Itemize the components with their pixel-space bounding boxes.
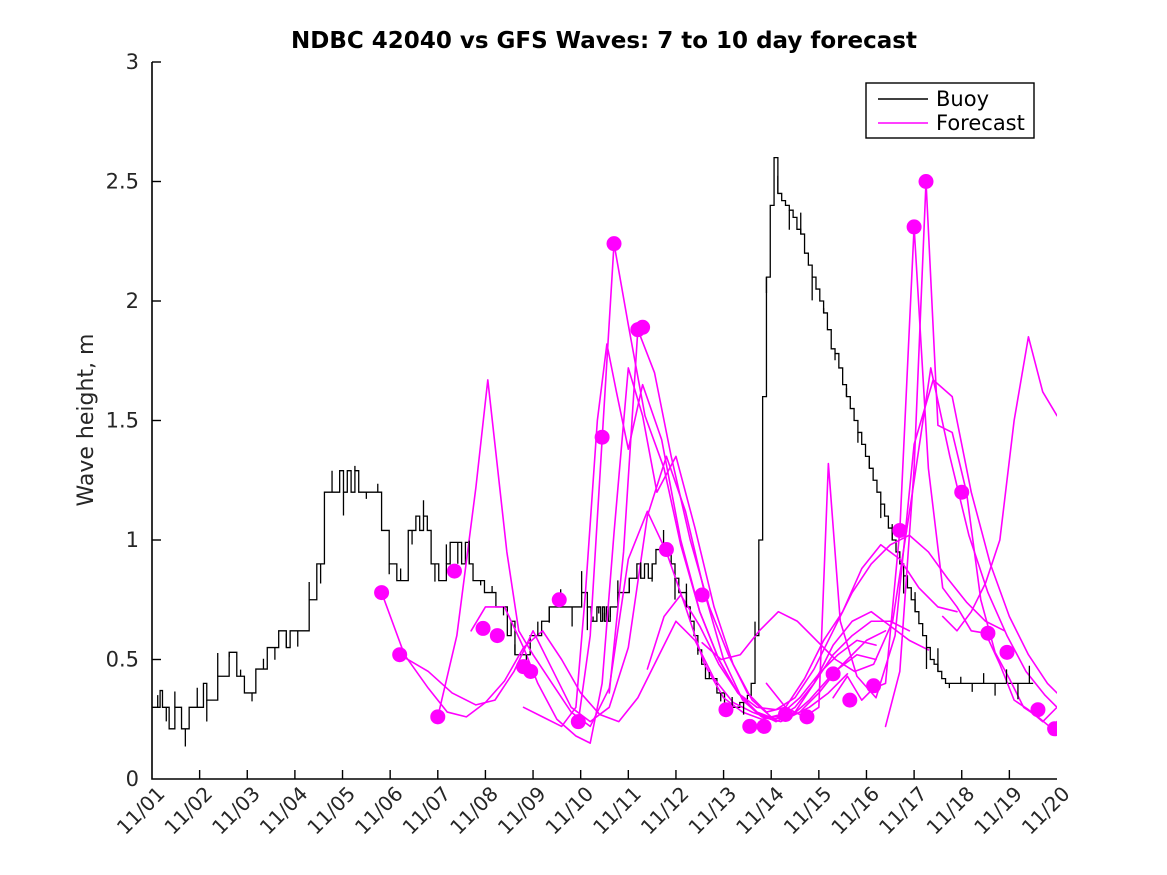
forecast-marker-dot [374, 585, 390, 601]
forecast-marker-dot [594, 429, 610, 445]
forecast-marker-dot [842, 692, 858, 708]
legend-background [865, 82, 1035, 139]
forecast-series-line [646, 534, 1006, 711]
y-tick-label: 0 [126, 767, 139, 791]
y-tick-label: 1.5 [106, 409, 139, 433]
forecast-marker-dot [489, 628, 505, 644]
forecast-marker-dot [954, 484, 970, 500]
forecast-marker-dot [430, 709, 446, 725]
forecast-marker-dot [658, 542, 674, 558]
forecast-marker-dot [570, 714, 586, 730]
legend-label-buoy: Buoy [936, 87, 989, 111]
forecast-marker-dot [825, 666, 841, 682]
forecast-marker-dot [980, 625, 996, 641]
forecast-marker-dot [694, 587, 710, 603]
forecast-series-line [832, 226, 1057, 723]
forecast-series-line [765, 379, 1057, 718]
forecast-marker-dot [1047, 721, 1057, 737]
y-axis-ticks: 0 0.5 1 1.5 2 2.5 3 [106, 50, 161, 791]
y-tick-label: 2 [126, 289, 139, 313]
legend-label-forecast: Forecast [936, 111, 1025, 135]
y-tick-label: 1 [126, 528, 139, 552]
forecast-marker-dot [778, 706, 793, 722]
forecast-marker-dot [551, 592, 567, 608]
forecast-marker-dot [999, 644, 1015, 660]
forecast-marker-dot [392, 647, 408, 663]
forecast-series-line [436, 379, 877, 728]
forecast-marker-dot [756, 718, 772, 734]
forecast-marker-dot [523, 663, 539, 679]
forecast-marker-dot [742, 718, 758, 734]
forecast-marker-dot [866, 678, 882, 694]
y-tick-label: 3 [126, 50, 139, 74]
forecast-marker-dot [718, 702, 734, 718]
forecast-marker-dot [635, 319, 651, 335]
forecast-marker-dot [606, 236, 622, 252]
chart-legend[interactable]: Buoy Forecast [865, 82, 1035, 139]
chart-title: NDBC 42040 vs GFS Waves: 7 to 10 day for… [291, 28, 917, 54]
forecast-marker-dot [475, 620, 491, 636]
y-axis-title: Wave height, m [74, 334, 99, 507]
forecast-series-line [941, 336, 1057, 632]
forecast-marker-dot [892, 522, 908, 538]
forecast-series-line [398, 455, 877, 723]
forecast-marker-layer [374, 174, 1057, 737]
y-tick-label: 0.5 [106, 648, 139, 672]
forecast-marker-dot [906, 219, 922, 235]
forecast-marker-dot [799, 709, 815, 725]
y-tick-label: 2.5 [106, 170, 139, 194]
forecast-marker-dot [446, 563, 462, 579]
forecast-series-line [470, 367, 887, 744]
forecast-marker-dot [1030, 702, 1046, 718]
forecast-marker-dot [918, 174, 934, 189]
forecast-series-line [701, 367, 1057, 709]
